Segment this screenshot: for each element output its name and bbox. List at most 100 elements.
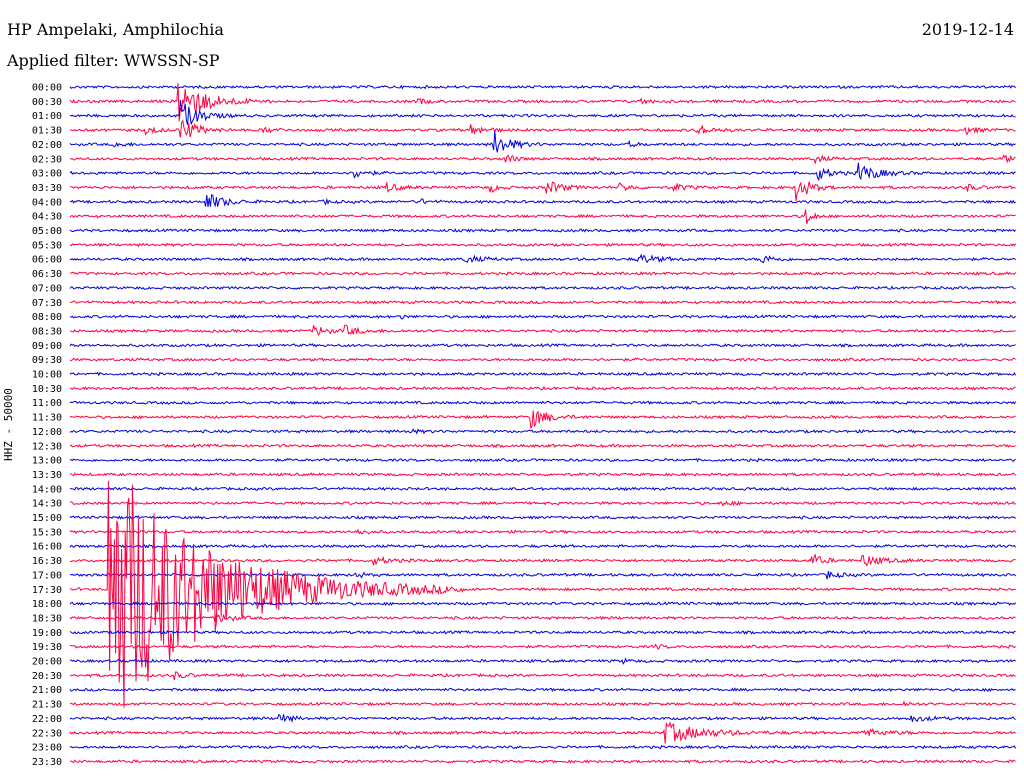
trace-2330 — [69, 759, 1016, 764]
time-tick-label: 13:00 — [32, 456, 62, 467]
trace-0730 — [69, 300, 1016, 305]
time-tick-label: 00:00 — [32, 83, 62, 94]
time-tick-label: 18:30 — [32, 613, 62, 624]
time-tick-label: 07:30 — [32, 298, 62, 309]
trace-0700 — [69, 285, 1016, 291]
trace-0030 — [69, 83, 1016, 122]
time-tick-label: 11:00 — [32, 398, 62, 409]
time-tick-label: 20:00 — [32, 657, 62, 668]
trace-0500 — [69, 228, 1016, 233]
time-tick-label: 15:00 — [32, 513, 62, 524]
trace-0830 — [69, 324, 1016, 337]
time-tick-label: 14:30 — [32, 499, 62, 510]
time-tick-label: 18:00 — [32, 599, 62, 610]
trace-0130 — [69, 119, 1016, 138]
time-tick-label: 02:00 — [32, 140, 62, 151]
trace-0400 — [69, 194, 1016, 208]
trace-2230 — [69, 721, 1016, 744]
time-tick-label: 21:00 — [32, 685, 62, 696]
time-tick-label: 01:00 — [32, 111, 62, 122]
time-tick-label: 14:00 — [32, 484, 62, 495]
time-tick-label: 05:30 — [32, 240, 62, 251]
trace-1400 — [69, 486, 1017, 492]
time-tick-label: 23:00 — [32, 743, 62, 754]
trace-1600 — [69, 543, 1017, 549]
trace-1500 — [69, 515, 1016, 520]
time-tick-label: 22:00 — [32, 714, 62, 725]
trace-1200 — [69, 428, 1016, 435]
trace-1000 — [69, 371, 1017, 377]
time-tick-label: 09:30 — [32, 355, 62, 366]
trace-0230 — [69, 154, 1016, 165]
time-tick-label: 11:30 — [32, 413, 62, 424]
time-tick-label: 12:30 — [32, 441, 62, 452]
trace-1630 — [69, 553, 1016, 567]
trace-1230 — [69, 443, 1016, 449]
time-tick-label: 03:30 — [32, 183, 62, 194]
trace-0430 — [69, 209, 1016, 225]
time-tick-label: 08:00 — [32, 312, 62, 323]
time-tick-label: 06:00 — [32, 255, 62, 266]
time-tick-label: 08:30 — [32, 326, 62, 337]
trace-2030 — [69, 671, 1016, 681]
time-tick-label: 04:30 — [32, 212, 62, 223]
trace-1030 — [69, 385, 1016, 391]
time-tick-label: 12:00 — [32, 427, 62, 438]
trace-0900 — [69, 342, 1016, 348]
trace-1430 — [69, 500, 1016, 507]
time-tick-label: 22:30 — [32, 728, 62, 739]
trace-2300 — [69, 744, 1017, 750]
trace-1530 — [69, 528, 1017, 535]
time-tick-label: 21:30 — [32, 700, 62, 711]
time-tick-label: 17:00 — [32, 570, 62, 581]
time-tick-label: 04:00 — [32, 197, 62, 208]
trace-2100 — [69, 687, 1016, 693]
time-tick-label: 10:30 — [32, 384, 62, 395]
time-tick-label: 16:30 — [32, 556, 62, 567]
time-tick-label: 00:30 — [32, 97, 62, 108]
trace-1900 — [69, 629, 1016, 635]
trace-2200 — [69, 713, 1016, 724]
trace-0630 — [69, 271, 1017, 276]
trace-0100 — [69, 100, 1016, 125]
trace-0300 — [69, 162, 1016, 182]
trace-0930 — [69, 357, 1016, 362]
trace-1800 — [69, 601, 1017, 606]
trace-2000 — [69, 657, 1016, 665]
trace-0800 — [69, 314, 1016, 320]
trace-1100 — [69, 400, 1017, 406]
time-tick-label: 23:30 — [32, 757, 62, 768]
trace-0600 — [69, 253, 1016, 264]
trace-1300 — [69, 457, 1016, 463]
trace-0330 — [69, 181, 1016, 202]
time-tick-label: 10:00 — [32, 370, 62, 381]
time-tick-label: 19:30 — [32, 642, 62, 653]
trace-0200 — [69, 130, 1016, 153]
trace-1830 — [69, 613, 1016, 624]
trace-1730 — [69, 480, 1016, 708]
time-tick-label: 02:30 — [32, 154, 62, 165]
time-tick-label: 17:30 — [32, 585, 62, 596]
filter-label: Applied filter: WWSSN-SP — [7, 51, 220, 70]
time-tick-label: 19:00 — [32, 628, 62, 639]
time-tick-label: 06:30 — [32, 269, 62, 280]
time-tick-label: 15:30 — [32, 527, 62, 538]
trace-1700 — [69, 571, 1016, 580]
time-tick-label: 05:00 — [32, 226, 62, 237]
trace-0530 — [69, 242, 1017, 248]
trace-1130 — [69, 410, 1016, 429]
station-title: HP Ampelaki, Amphilochia — [7, 20, 224, 39]
trace-0000 — [69, 84, 1017, 90]
time-tick-label: 09:00 — [32, 341, 62, 352]
plot-date: 2019-12-14 — [921, 20, 1014, 39]
time-tick-label: 07:00 — [32, 283, 62, 294]
trace-1930 — [69, 643, 1016, 650]
time-tick-label: 13:30 — [32, 470, 62, 481]
time-tick-label: 03:00 — [32, 169, 62, 180]
time-tick-label: 20:30 — [32, 671, 62, 682]
trace-1330 — [69, 472, 1016, 477]
trace-2130 — [69, 700, 1016, 707]
time-tick-label: 16:00 — [32, 542, 62, 553]
time-tick-label: 01:30 — [32, 126, 62, 137]
